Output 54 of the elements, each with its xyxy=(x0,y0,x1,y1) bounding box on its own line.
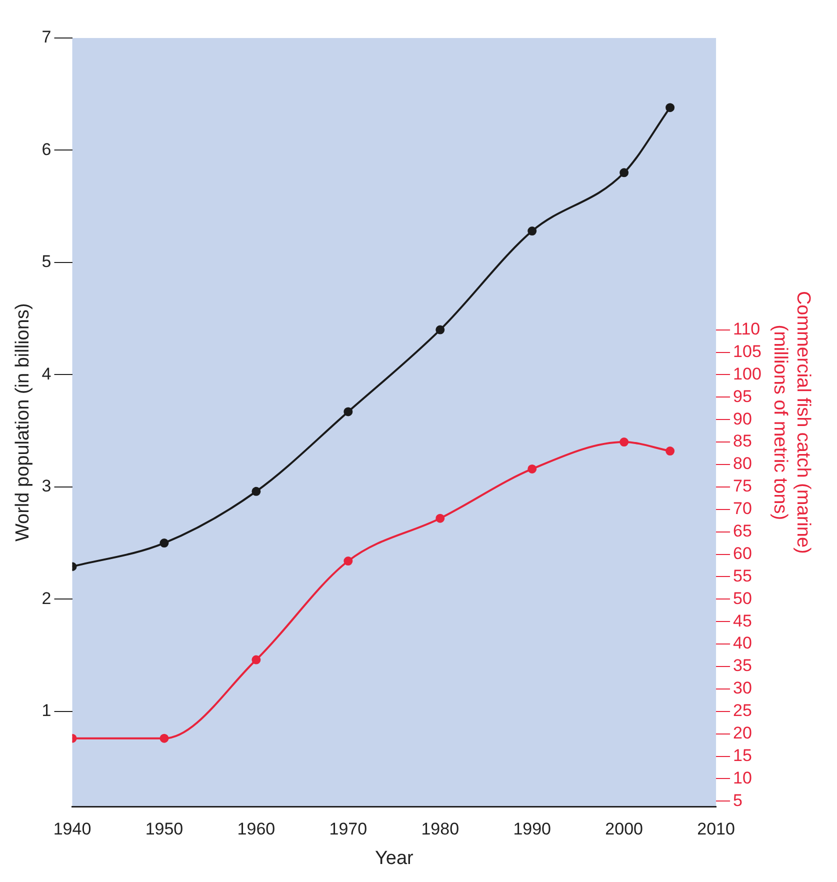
point xyxy=(666,103,675,112)
point xyxy=(620,168,629,178)
point xyxy=(528,464,537,474)
point xyxy=(620,438,629,447)
y2-tick-label: 15 xyxy=(733,746,752,765)
x-tick-label: 1970 xyxy=(329,820,368,839)
y-axis-title: World population (in billions) xyxy=(12,303,34,542)
y2-tick-label: 50 xyxy=(733,588,752,608)
point xyxy=(528,226,537,236)
y2-tick-label: 60 xyxy=(733,544,752,563)
y2-tick-label: 105 xyxy=(733,342,762,361)
x-tick-label: 1940 xyxy=(53,820,92,839)
y-tick-label: 5 xyxy=(42,252,52,272)
y2-tick-label: 75 xyxy=(733,476,752,496)
y2-tick-label: 25 xyxy=(733,701,752,720)
x-tick-label: 1990 xyxy=(513,820,552,839)
x-axis-title: Year xyxy=(374,848,414,869)
point xyxy=(344,556,353,566)
point xyxy=(160,734,169,743)
y2-tick-label: 35 xyxy=(733,656,752,676)
y2-tick-label: 55 xyxy=(733,566,752,586)
y2-tick-label: 10 xyxy=(733,768,752,788)
point xyxy=(252,486,261,496)
y2-tick-label: 80 xyxy=(733,454,752,474)
point xyxy=(436,514,445,523)
y-tick-label: 7 xyxy=(42,28,52,47)
point xyxy=(436,325,445,334)
x-tick-label: 2010 xyxy=(697,820,735,839)
y2-tick-label: 5 xyxy=(733,790,743,810)
y2-tick-label: 20 xyxy=(733,724,752,743)
x-tick-label: 2000 xyxy=(605,820,643,839)
y2-axis-title: Commercial fish catch (marine) (millions of metric tons) xyxy=(770,290,814,554)
x-tick-label: 1980 xyxy=(421,820,460,839)
y2-tick-label: 110 xyxy=(733,319,760,338)
y-tick-label: 4 xyxy=(42,364,52,384)
y2-tick-label: 65 xyxy=(733,522,752,541)
y2-tick-label: 30 xyxy=(733,678,752,698)
y-tick-label: 2 xyxy=(42,588,52,608)
y2-tick-label: 70 xyxy=(733,499,752,518)
y2-tick-label: 90 xyxy=(733,409,752,428)
point xyxy=(344,407,353,416)
y2-tick-label: 45 xyxy=(733,611,752,630)
point xyxy=(252,655,261,664)
y2-tick-label: 40 xyxy=(733,634,752,653)
y2-tick-label: 85 xyxy=(733,432,752,451)
y-tick-label: 3 xyxy=(42,476,52,496)
y2-tick-label: 95 xyxy=(733,386,752,406)
y2-tick-label: 100 xyxy=(733,364,762,384)
y-tick-label: 1 xyxy=(42,701,52,720)
x-tick-label: 1950 xyxy=(145,820,184,839)
point xyxy=(666,446,675,456)
y-tick-label: 6 xyxy=(42,140,52,159)
point xyxy=(160,538,169,548)
x-tick-label: 1960 xyxy=(237,820,276,839)
